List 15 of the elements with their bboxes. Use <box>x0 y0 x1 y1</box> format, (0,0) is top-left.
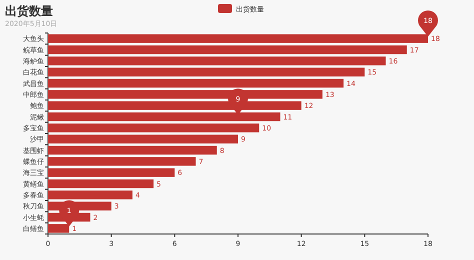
bar <box>48 112 280 122</box>
bar <box>48 56 386 66</box>
bar <box>48 179 154 188</box>
bar <box>48 78 344 88</box>
bar <box>48 45 407 54</box>
chart-title: 出货数量 <box>5 4 53 18</box>
bar <box>48 134 238 144</box>
bar <box>48 146 217 155</box>
bar <box>48 68 365 76</box>
bar <box>48 190 132 200</box>
bar <box>48 34 428 43</box>
bar <box>48 157 196 166</box>
bar <box>48 224 70 233</box>
bar <box>48 168 175 177</box>
bar <box>48 124 260 132</box>
